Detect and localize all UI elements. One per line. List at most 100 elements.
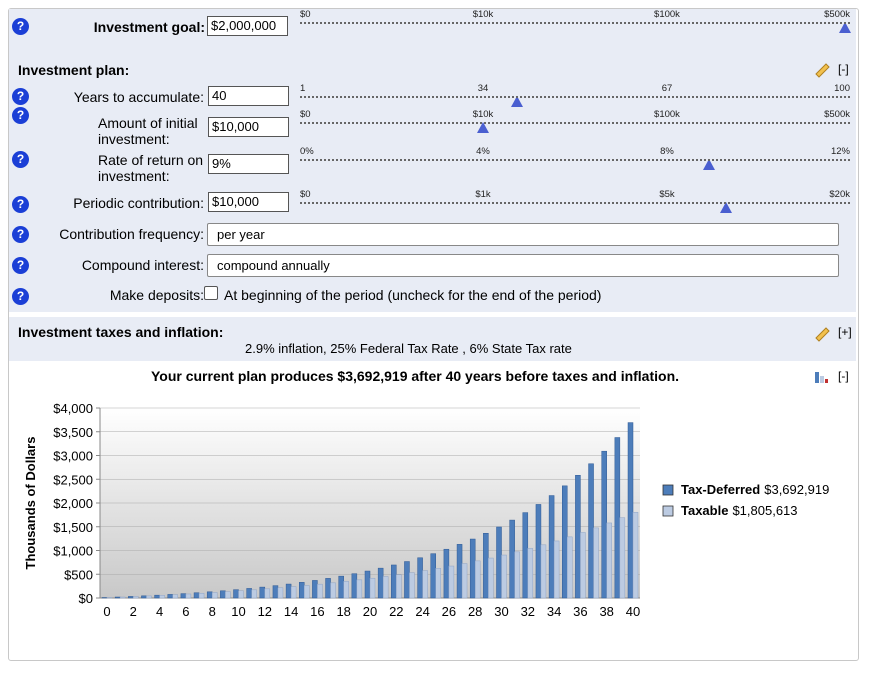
bar xyxy=(304,585,310,599)
y-tick-label: $2,000 xyxy=(53,496,93,511)
slider-tick-label: $10k xyxy=(472,109,494,120)
help-icon[interactable]: ? xyxy=(12,151,29,168)
field-label: Periodic contribution: xyxy=(73,195,204,211)
x-tick-label: 26 xyxy=(442,604,456,619)
edit-icon xyxy=(815,63,830,78)
slider-tick-label: 4% xyxy=(476,146,490,157)
slider-tick-label: $0 xyxy=(300,9,311,20)
bar xyxy=(575,475,581,599)
field-input[interactable]: $10,000 xyxy=(208,117,289,137)
bar xyxy=(141,595,147,599)
x-tick-label: 24 xyxy=(415,604,429,619)
chart-toggle[interactable]: [-] xyxy=(838,369,849,383)
slider-tick-label: 34 xyxy=(477,83,489,94)
bar xyxy=(351,573,358,599)
bar xyxy=(211,592,218,599)
x-tick-label: 6 xyxy=(182,604,189,619)
bar xyxy=(146,595,152,599)
taxes-panel xyxy=(9,317,856,361)
slider-tick-label: $20k xyxy=(829,189,850,200)
bar xyxy=(540,544,547,599)
bar xyxy=(114,596,121,599)
select-box[interactable]: compound annually xyxy=(207,254,839,277)
y-tick-label: $0 xyxy=(79,591,93,606)
bar xyxy=(290,586,297,599)
chart-icon xyxy=(815,372,819,383)
bar xyxy=(522,512,529,599)
legend-total: $3,692,919 xyxy=(764,482,829,497)
y-tick-label: $500 xyxy=(64,567,93,582)
deposit-text: At beginning of the period (uncheck for … xyxy=(224,287,602,303)
field-input[interactable]: 9% xyxy=(208,154,289,174)
slider-track xyxy=(300,96,850,98)
x-tick-label: 32 xyxy=(521,604,535,619)
help-icon[interactable]: ? xyxy=(12,196,29,213)
x-tick-label: 38 xyxy=(599,604,613,619)
bar xyxy=(299,582,305,599)
help-icon[interactable]: ? xyxy=(12,257,29,274)
help-icon[interactable]: ? xyxy=(12,107,29,124)
goal-label: Investment goal: xyxy=(93,19,205,35)
y-axis-label: Thousands of Dollars xyxy=(23,437,38,570)
bar xyxy=(159,595,165,599)
bar xyxy=(233,589,239,599)
bar xyxy=(238,590,244,599)
bar xyxy=(396,574,402,599)
legend-entry: Tax-Deferred $3,692,919 xyxy=(681,482,829,497)
y-tick-label: $4,000 xyxy=(53,401,93,416)
help-icon[interactable]: ? xyxy=(12,226,29,243)
bar xyxy=(119,596,126,599)
slider-tick-label: 8% xyxy=(660,146,674,157)
deposit-checkbox[interactable] xyxy=(204,286,218,300)
bar xyxy=(527,548,534,599)
slider-track xyxy=(300,122,850,124)
bar xyxy=(338,575,344,599)
slider-tick-label: 12% xyxy=(830,146,850,157)
slider-tick-label: 0% xyxy=(300,146,314,157)
help-icon[interactable]: ? xyxy=(12,88,29,105)
bar xyxy=(246,588,252,599)
goal-input[interactable]: $2,000,000 xyxy=(207,16,288,36)
slider-tick-label: $0 xyxy=(300,189,311,200)
select-box[interactable]: per year xyxy=(207,223,839,246)
bar xyxy=(483,533,489,599)
help-icon[interactable]: ? xyxy=(12,18,29,35)
bar xyxy=(259,586,266,599)
bar xyxy=(264,588,271,599)
bar xyxy=(422,570,428,599)
bar xyxy=(430,553,436,599)
field-input[interactable]: $10,000 xyxy=(208,192,289,212)
bar xyxy=(567,536,573,599)
field-input[interactable]: 40 xyxy=(208,86,289,106)
edit-icon xyxy=(815,327,830,342)
bar xyxy=(369,577,376,599)
legend-name: Tax-Deferred xyxy=(681,482,760,497)
taxes-toggle[interactable]: [+] xyxy=(838,325,852,339)
x-tick-label: 4 xyxy=(156,604,163,619)
x-tick-label: 14 xyxy=(284,604,298,619)
bar xyxy=(198,592,205,599)
y-tick-label: $2,500 xyxy=(53,472,93,487)
bar xyxy=(391,564,397,599)
help-icon[interactable]: ? xyxy=(12,288,29,305)
x-tick-label: 8 xyxy=(209,604,216,619)
bar xyxy=(220,590,226,599)
bar xyxy=(317,583,323,599)
bar xyxy=(548,495,555,599)
chart-icon xyxy=(820,376,824,383)
bar xyxy=(356,579,363,599)
x-tick-label: 0 xyxy=(103,604,110,619)
slider-track xyxy=(300,202,850,204)
bar xyxy=(272,585,279,599)
x-tick-label: 2 xyxy=(130,604,137,619)
slider-tick-label: $500k xyxy=(824,109,850,120)
bar xyxy=(325,578,331,599)
plan-toggle[interactable]: [-] xyxy=(838,62,849,76)
bar xyxy=(469,538,476,599)
outer-frame xyxy=(8,8,859,661)
x-tick-label: 28 xyxy=(468,604,482,619)
bar xyxy=(474,560,481,599)
bar xyxy=(501,554,507,599)
bar xyxy=(509,519,515,599)
